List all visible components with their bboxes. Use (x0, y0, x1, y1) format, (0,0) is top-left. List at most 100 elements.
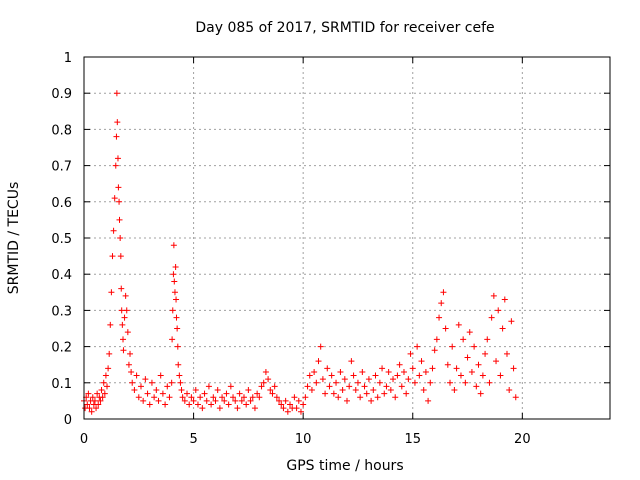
data-point (335, 394, 342, 401)
data-point (495, 307, 502, 314)
data-point (127, 350, 134, 357)
data-point (429, 365, 436, 372)
data-point (411, 379, 418, 386)
data-point (455, 321, 462, 328)
data-point (116, 198, 123, 205)
data-point (249, 394, 256, 401)
data-point (121, 314, 128, 321)
y-tick-label: 0.5 (51, 232, 72, 247)
data-point (436, 314, 443, 321)
data-point (234, 405, 241, 412)
data-point (173, 314, 180, 321)
data-point (383, 383, 390, 390)
data-point (501, 296, 508, 303)
data-point (440, 289, 447, 296)
data-point (468, 368, 475, 375)
y-tick-label: 0.2 (51, 341, 72, 356)
data-point (133, 372, 140, 379)
data-point (111, 195, 118, 202)
data-point (398, 383, 405, 390)
data-point (129, 379, 136, 386)
data-point (123, 307, 130, 314)
x-tick-labels: 0 5 10 15 20 (80, 432, 531, 447)
data-point (232, 397, 239, 404)
data-point (457, 372, 464, 379)
data-point (144, 390, 151, 397)
data-point (120, 336, 127, 343)
data-point (357, 394, 364, 401)
data-point (416, 372, 423, 379)
data-point (105, 365, 112, 372)
y-tick-labels: 0 0.1 0.2 0.3 0.4 0.5 0.6 0.7 0.8 0.9 1 (51, 51, 72, 428)
x-tick-label: 5 (189, 432, 197, 447)
data-point (172, 263, 179, 270)
data-point (431, 347, 438, 354)
data-point (322, 390, 329, 397)
data-point (192, 387, 199, 394)
data-point (116, 216, 123, 223)
x-tick-label: 10 (295, 432, 312, 447)
data-point (396, 361, 403, 368)
data-point (256, 394, 263, 401)
data-point (190, 397, 197, 404)
data-point (394, 372, 401, 379)
plot-frame (83, 56, 611, 420)
data-point (97, 397, 104, 404)
data-point (125, 361, 132, 368)
data-point (414, 343, 421, 350)
data-point (422, 368, 429, 375)
data-point (184, 390, 191, 397)
data-point (230, 394, 237, 401)
data-point (315, 358, 322, 365)
data-point (313, 379, 320, 386)
data-point (151, 394, 158, 401)
y-tick-label: 0.7 (51, 160, 72, 175)
data-point (173, 296, 180, 303)
data-point (451, 387, 458, 394)
data-point (477, 390, 484, 397)
y-tick-label: 1 (64, 51, 72, 66)
data-point (157, 372, 164, 379)
data-point (433, 336, 440, 343)
data-point (324, 365, 331, 372)
data-point (333, 379, 340, 386)
data-point (466, 329, 473, 336)
data-point (140, 397, 147, 404)
data-point (169, 307, 176, 314)
data-point (227, 383, 234, 390)
data-point (221, 397, 228, 404)
data-point (124, 329, 131, 336)
data-point (499, 325, 506, 332)
data-point (177, 379, 184, 386)
data-point (109, 253, 116, 260)
data-point (181, 397, 188, 404)
data-point (174, 325, 181, 332)
data-point (95, 401, 102, 408)
data-point (258, 383, 265, 390)
data-point (201, 390, 208, 397)
data-point (503, 350, 510, 357)
y-tick-label: 0.4 (51, 268, 72, 283)
data-point (273, 394, 280, 401)
data-point (311, 368, 318, 375)
data-point (176, 372, 183, 379)
data-point (276, 397, 283, 404)
data-point (122, 292, 129, 299)
data-point (280, 405, 287, 412)
data-point (142, 376, 149, 383)
data-point (308, 387, 315, 394)
data-point (464, 354, 471, 361)
data-point (293, 405, 300, 412)
data-point (267, 387, 274, 394)
y-tick-label: 0 (64, 413, 72, 428)
data-point (405, 376, 412, 383)
data-point (339, 387, 346, 394)
data-point (350, 372, 357, 379)
data-point (302, 394, 309, 401)
data-point (425, 397, 432, 404)
y-tick-label: 0.6 (51, 196, 72, 211)
data-point (460, 336, 467, 343)
data-point (482, 350, 489, 357)
data-point (174, 343, 181, 350)
